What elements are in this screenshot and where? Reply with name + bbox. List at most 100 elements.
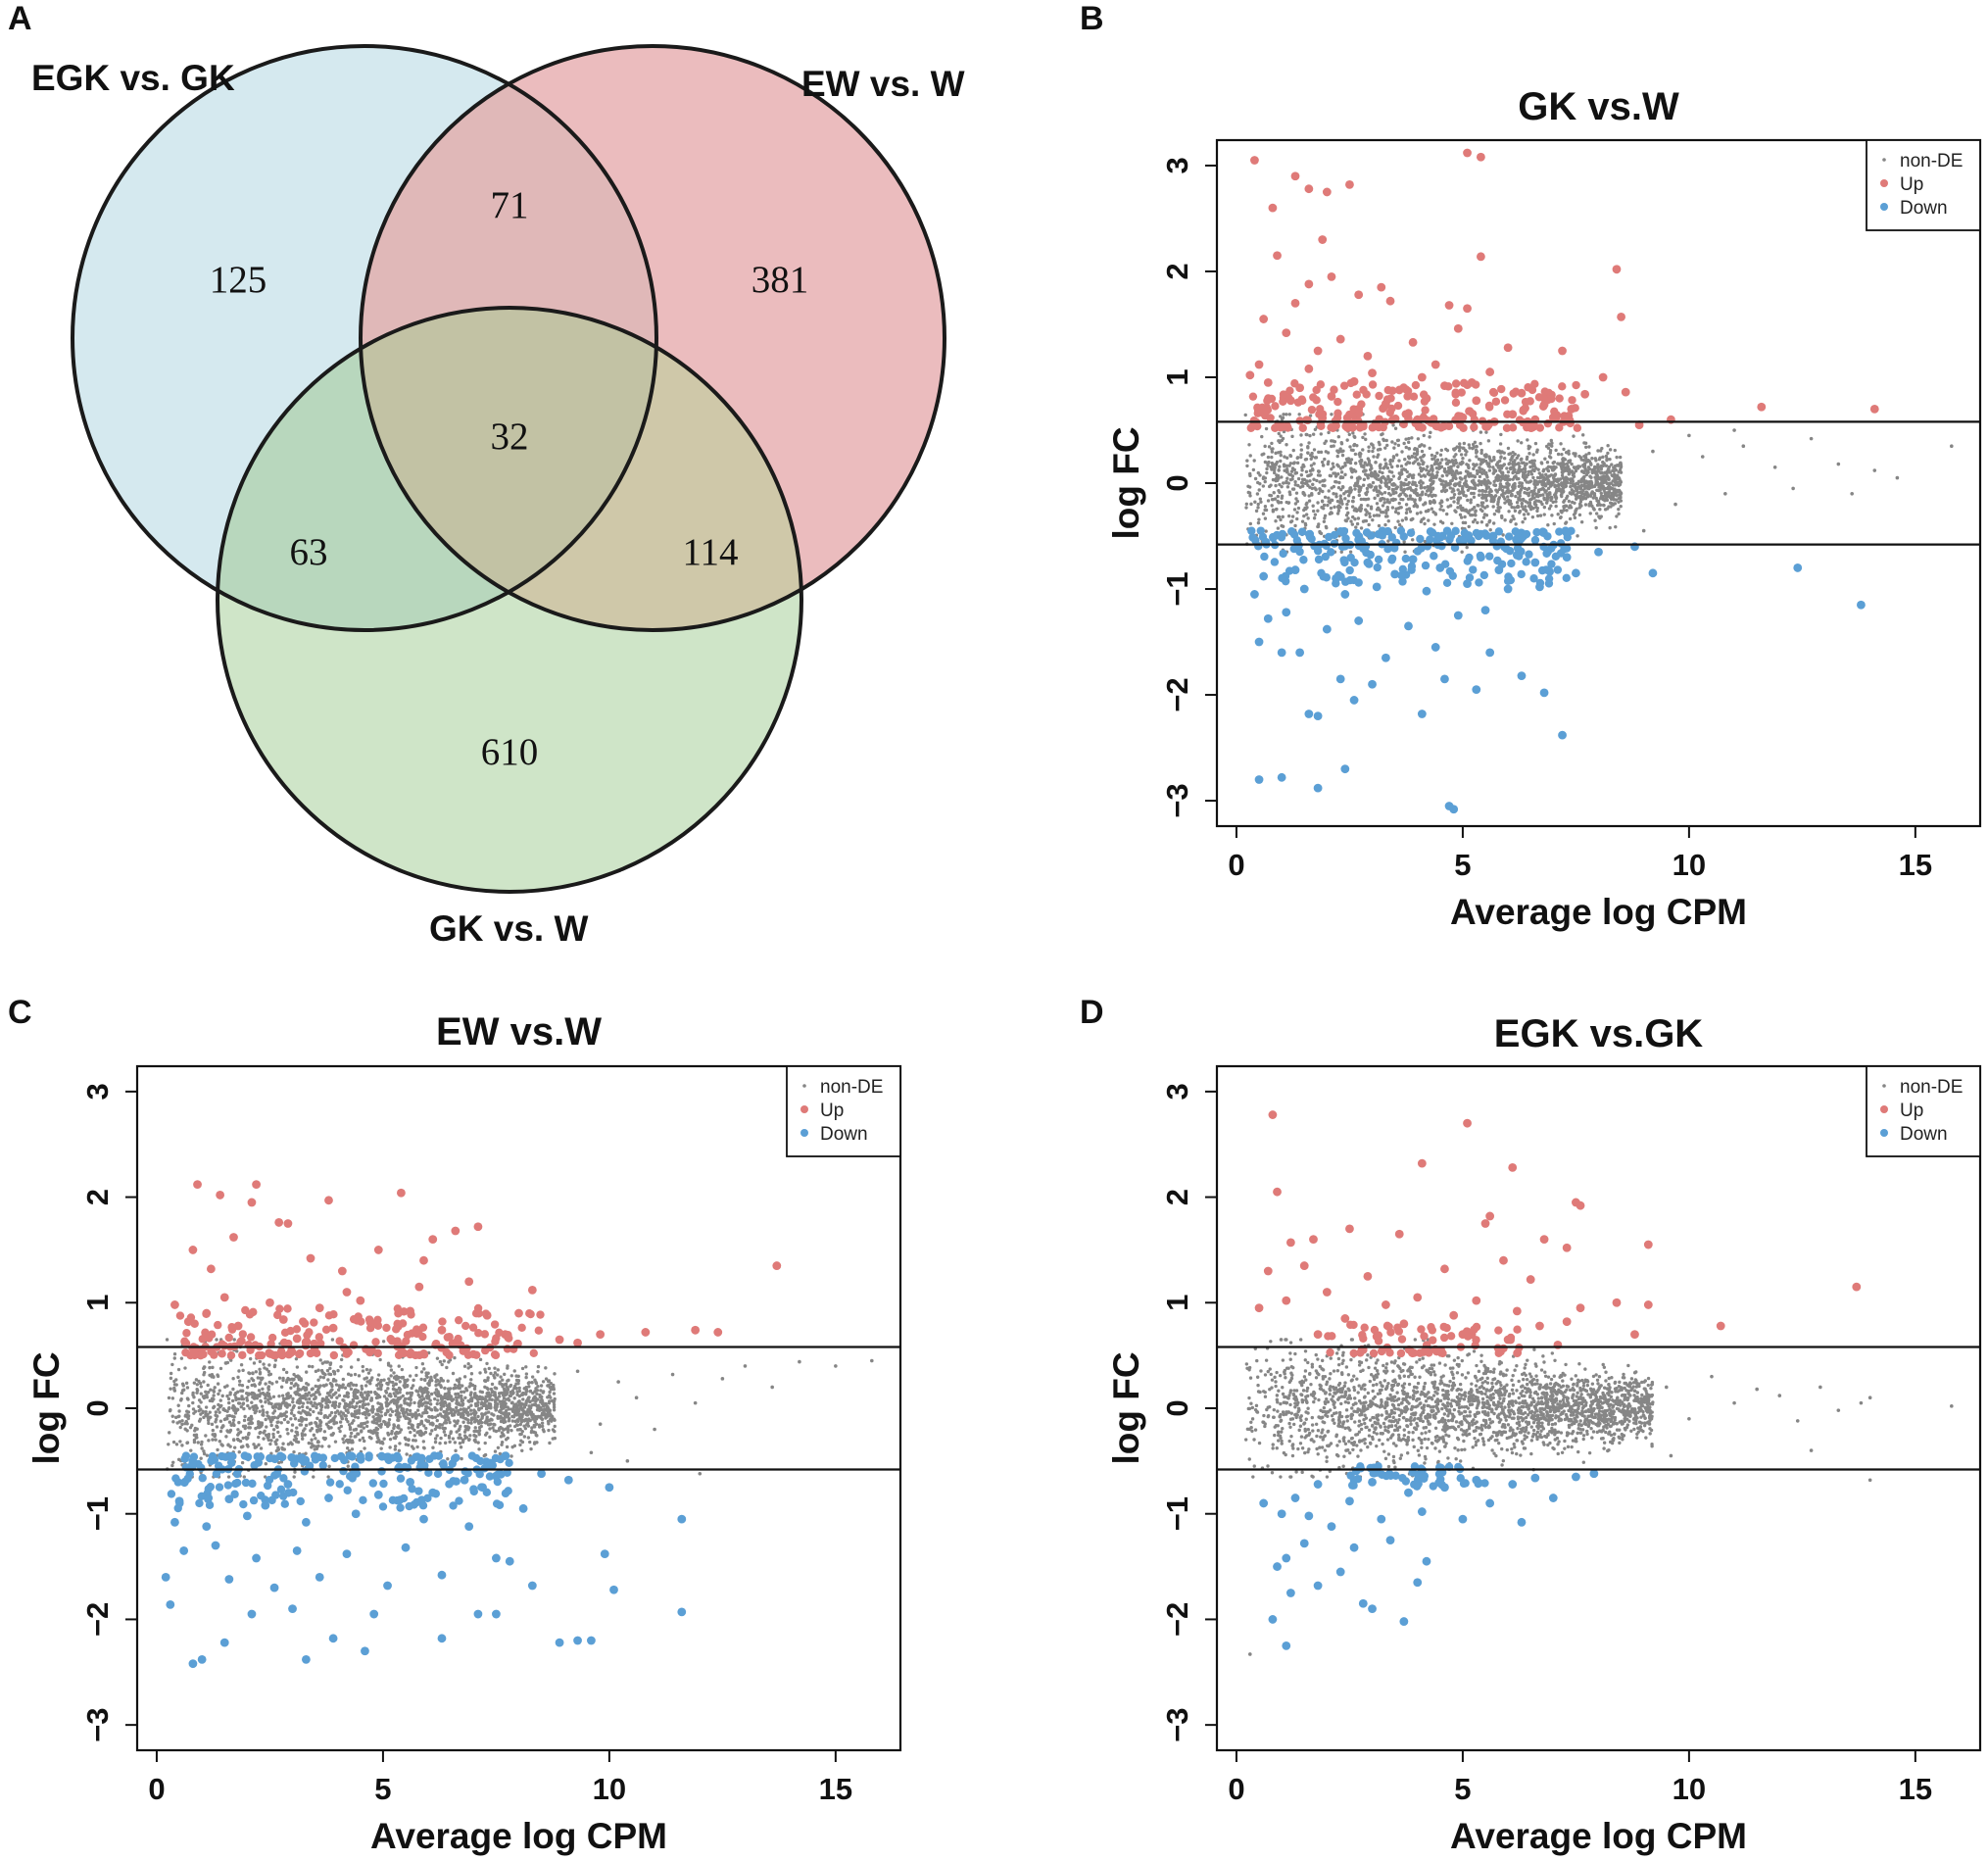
non-de-point <box>405 1392 410 1396</box>
non-de-point <box>1499 432 1503 437</box>
non-de-point <box>1519 441 1524 445</box>
non-de-point <box>1415 505 1420 509</box>
non-de-point <box>1573 501 1576 505</box>
non-de-point <box>1309 464 1314 467</box>
up-point <box>1290 171 1300 181</box>
non-de-point <box>1430 457 1434 462</box>
non-de-point <box>1319 432 1323 436</box>
non-de-point <box>1723 492 1727 496</box>
non-de-point <box>1363 432 1367 436</box>
non-de-point <box>230 1414 234 1418</box>
up-point <box>1249 416 1259 425</box>
non-de-point <box>1410 436 1414 440</box>
non-de-point <box>1296 506 1301 511</box>
non-de-point <box>334 1383 339 1387</box>
non-de-point <box>264 1396 267 1400</box>
down-point <box>1435 563 1445 572</box>
non-de-point <box>1275 507 1279 512</box>
non-de-point <box>288 1395 293 1398</box>
non-de-point <box>1245 459 1249 463</box>
non-de-point <box>320 1396 325 1401</box>
non-de-point <box>211 1365 215 1370</box>
non-de-point <box>544 1366 548 1370</box>
non-de-point <box>1410 538 1415 542</box>
non-de-point <box>1252 459 1256 463</box>
non-de-point <box>1473 506 1477 510</box>
non-de-point <box>540 1421 545 1425</box>
non-de-point <box>1378 469 1382 474</box>
non-de-point <box>214 1420 218 1424</box>
non-de-point <box>536 1369 540 1374</box>
down-point <box>1493 556 1502 565</box>
non-de-point <box>1496 510 1501 514</box>
non-de-point <box>1285 485 1290 489</box>
non-de-point <box>1614 498 1619 502</box>
down-point <box>1254 775 1264 784</box>
non-de-point <box>1439 504 1443 509</box>
non-de-point <box>1359 452 1363 456</box>
non-de-point <box>354 1435 358 1439</box>
non-de-point <box>1264 529 1268 533</box>
non-de-point <box>1619 496 1623 500</box>
non-de-point <box>1390 440 1394 444</box>
non-de-point <box>1577 513 1582 517</box>
non-de-point <box>243 1414 247 1419</box>
non-de-point <box>1430 464 1433 468</box>
non-de-point <box>226 1475 231 1479</box>
non-de-point <box>1334 494 1338 499</box>
non-de-point <box>1486 479 1490 483</box>
non-de-point <box>1444 462 1449 465</box>
up-point <box>1417 372 1427 382</box>
non-de-point <box>1641 528 1646 533</box>
non-de-point <box>1411 473 1416 477</box>
non-de-point <box>1473 483 1478 487</box>
non-de-point <box>1266 464 1270 467</box>
non-de-point <box>1376 473 1381 477</box>
up-point <box>1377 282 1386 292</box>
non-de-point <box>1546 481 1551 486</box>
non-de-point <box>535 1434 539 1438</box>
non-de-point <box>435 1434 439 1438</box>
non-de-point <box>1368 514 1372 518</box>
non-de-point <box>1384 438 1388 443</box>
non-de-point <box>412 1378 415 1383</box>
non-de-point <box>423 1378 427 1383</box>
non-de-point <box>518 1443 522 1447</box>
non-de-point <box>1271 477 1276 482</box>
non-de-point <box>1319 450 1324 455</box>
non-de-point <box>1384 511 1388 515</box>
panel-letter-a: A <box>8 0 32 37</box>
up-point <box>1567 404 1576 414</box>
non-de-point <box>1267 445 1272 449</box>
x-axis-title: Average log CPM <box>1450 892 1747 932</box>
non-de-point <box>473 1426 477 1430</box>
non-de-point <box>1529 459 1534 464</box>
non-de-point <box>330 1338 335 1342</box>
non-de-point <box>1478 465 1481 469</box>
up-point <box>1322 187 1332 197</box>
non-de-point <box>1418 463 1422 466</box>
non-de-point <box>1330 486 1333 490</box>
non-de-point <box>506 1436 509 1441</box>
up-point <box>1515 416 1525 424</box>
non-de-point <box>188 1425 193 1430</box>
non-de-point <box>195 1387 199 1392</box>
non-de-point <box>1361 448 1365 452</box>
non-de-point <box>514 1382 518 1386</box>
non-de-point <box>318 1411 323 1415</box>
venn-count-egk-ew: 71 <box>491 184 529 226</box>
non-de-point <box>1605 473 1609 478</box>
non-de-point <box>1618 455 1623 460</box>
non-de-point <box>1270 461 1275 465</box>
non-de-point <box>1608 448 1613 452</box>
non-de-point <box>390 1429 394 1434</box>
non-de-point <box>1456 506 1460 510</box>
down-point <box>1396 526 1406 535</box>
non-de-point <box>1458 496 1463 500</box>
non-de-point <box>264 1417 267 1422</box>
non-de-point <box>1462 441 1467 446</box>
non-de-point <box>1445 473 1449 477</box>
non-de-point <box>1456 501 1460 505</box>
non-de-point <box>518 1432 522 1437</box>
up-point <box>1497 384 1506 394</box>
